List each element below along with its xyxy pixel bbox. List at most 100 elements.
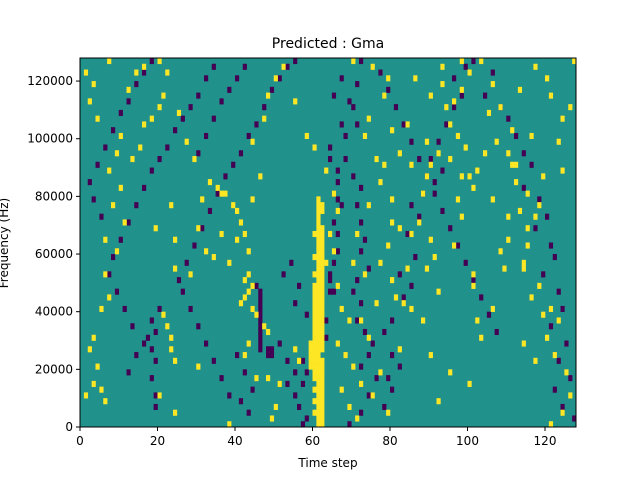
- heatmap-cell-low: [436, 138, 441, 145]
- heatmap-cell-high: [320, 230, 325, 238]
- heatmap-cell-low: [564, 340, 569, 347]
- heatmap-cell-high: [428, 92, 433, 99]
- heatmap-cell-high: [351, 58, 356, 65]
- heatmap-cell-high: [320, 248, 325, 255]
- heatmap-cell-high: [312, 282, 317, 289]
- y-tick-label: 40000: [35, 305, 73, 319]
- heatmap-cell-low: [111, 127, 116, 134]
- heatmap-cell-low: [483, 92, 488, 99]
- heatmap-cell-low: [258, 317, 263, 324]
- heatmap-cell-high: [312, 254, 317, 261]
- heatmap-cell-high: [320, 271, 325, 278]
- heatmap-cell-high: [440, 81, 445, 88]
- heatmap-cell-high: [312, 328, 317, 336]
- heatmap-cell-high: [428, 161, 433, 168]
- heatmap-cell-high: [173, 265, 178, 272]
- heatmap-cell-low: [552, 254, 557, 261]
- heatmap-cell-high: [374, 156, 379, 163]
- heatmap-cell-high: [328, 230, 333, 238]
- heatmap-cell-low: [99, 213, 104, 220]
- heatmap-cell-high: [130, 156, 135, 163]
- heatmap-cell-low: [359, 184, 364, 191]
- heatmap-cell-high: [444, 104, 449, 111]
- heatmap-cell-high: [149, 115, 154, 122]
- heatmap-cell-high: [312, 230, 317, 238]
- heatmap-cell-high: [366, 202, 371, 209]
- heatmap-cell-high: [320, 311, 325, 318]
- heatmap-cell-high: [91, 81, 96, 88]
- heatmap-cell-low: [227, 86, 232, 93]
- heatmap-cell-high: [103, 398, 108, 405]
- heatmap-cell-high: [262, 323, 267, 330]
- heatmap-cell-high: [312, 288, 317, 295]
- heatmap-cell-low: [266, 346, 271, 353]
- heatmap-cell-high: [316, 230, 321, 238]
- heatmap-cell-low: [95, 161, 100, 168]
- heatmap-cell-high: [297, 357, 302, 364]
- heatmap-cell-low: [459, 92, 464, 99]
- heatmap-cell-low: [235, 75, 240, 82]
- heatmap-cell-high: [91, 380, 96, 387]
- heatmap-cell-high: [118, 132, 123, 140]
- heatmap-cell-low: [351, 288, 356, 295]
- y-axis-ticks: 0 20000 40000 60000 80000 100000 120000: [27, 74, 80, 434]
- heatmap-cell-high: [413, 75, 418, 82]
- heatmap-cell-high: [308, 357, 313, 364]
- heatmap-cell-high: [273, 75, 278, 82]
- heatmap-cell-high: [250, 138, 255, 145]
- heatmap-cell-low: [293, 369, 298, 376]
- heatmap-cell-low: [231, 161, 236, 168]
- heatmap-cell-high: [161, 92, 166, 99]
- heatmap-cell-low: [417, 213, 422, 220]
- heatmap-cell-low: [359, 248, 364, 255]
- heatmap-cell-high: [421, 190, 426, 197]
- heatmap-cell-high: [390, 277, 395, 284]
- x-axis-label: Time step: [297, 456, 357, 470]
- heatmap-cell-low: [246, 132, 251, 140]
- heatmap-cell-high: [529, 294, 534, 301]
- heatmap-cell-high: [281, 63, 286, 70]
- heatmap-cell-high: [397, 346, 402, 353]
- heatmap-cell-high: [556, 317, 561, 324]
- heatmap-cell-low: [130, 323, 135, 330]
- heatmap-cell-low: [390, 386, 395, 393]
- heatmap-cell-low: [258, 305, 263, 312]
- heatmap-cell-high: [316, 352, 321, 359]
- heatmap-cell-low: [386, 86, 391, 93]
- heatmap-cell-high: [312, 409, 317, 416]
- heatmap-cell-high: [250, 305, 255, 312]
- heatmap-cell-high: [316, 369, 321, 376]
- heatmap-cell-high: [293, 98, 298, 105]
- heatmap-cell-low: [184, 259, 189, 266]
- heatmap-cell-low: [293, 300, 298, 307]
- heatmap-cell-low: [541, 271, 546, 278]
- x-tick-label: 20: [150, 434, 165, 448]
- heatmap-cell-low: [149, 317, 154, 324]
- heatmap-cell-low: [238, 398, 244, 405]
- heatmap-cell-low: [355, 277, 360, 284]
- heatmap-cell-high: [304, 132, 309, 140]
- heatmap-cell-high: [316, 213, 321, 220]
- heatmap-cell-low: [331, 219, 337, 226]
- heatmap-cell-high: [142, 63, 147, 70]
- heatmap-cell-low: [277, 340, 282, 347]
- heatmap-cell-high: [556, 138, 561, 145]
- heatmap-cell-high: [359, 317, 364, 324]
- heatmap-cell-low: [428, 156, 433, 163]
- heatmap-cell-high: [320, 259, 325, 266]
- heatmap-cell-high: [316, 282, 321, 289]
- heatmap-cell-high: [339, 305, 344, 312]
- heatmap-cell-low: [355, 121, 360, 128]
- heatmap-cell-high: [502, 265, 507, 272]
- heatmap-cell-low: [258, 323, 263, 330]
- heatmap-cell-high: [409, 230, 414, 238]
- heatmap-cell-high: [176, 109, 182, 116]
- heatmap-cell-high: [320, 369, 325, 376]
- heatmap-cell-low: [347, 421, 352, 428]
- heatmap-cell-high: [436, 150, 441, 157]
- heatmap-cell-low: [335, 179, 340, 186]
- heatmap-cell-high: [95, 115, 100, 122]
- heatmap-cell-high: [246, 288, 251, 295]
- heatmap-cell-high: [475, 317, 480, 324]
- heatmap-cell-low: [486, 311, 492, 318]
